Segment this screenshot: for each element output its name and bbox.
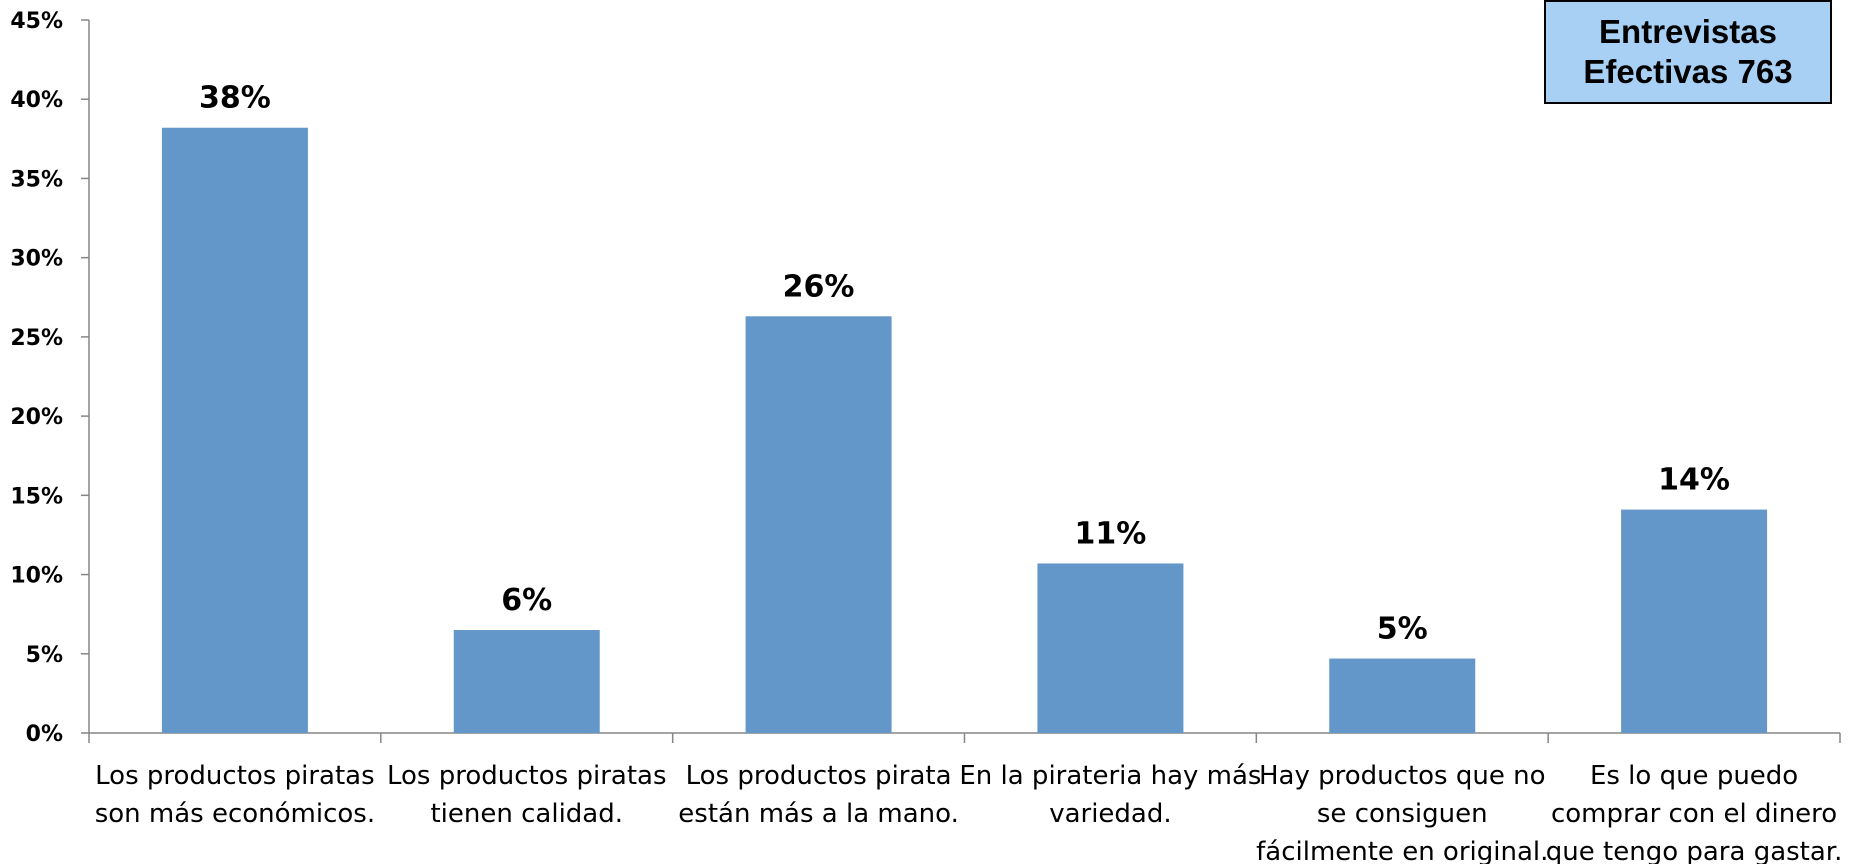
- y-tick-label: 20%: [10, 405, 63, 430]
- data-label: 5%: [1377, 612, 1428, 647]
- y-tick-label: 5%: [26, 643, 63, 668]
- bar: [1329, 658, 1476, 733]
- bar: [453, 630, 600, 733]
- y-tick-label: 10%: [10, 564, 63, 589]
- x-axis: [88, 732, 1841, 743]
- data-label: 38%: [199, 81, 271, 116]
- category-label: Los productos piratas tienen calidad.: [387, 761, 667, 829]
- bar: [1037, 563, 1184, 733]
- bar: [161, 127, 308, 733]
- category-label: Los productos piratas son más económicos.: [95, 761, 375, 829]
- category-labels: Los productos piratas son más económicos.…: [95, 761, 1843, 864]
- category-label: Los productos pirata están más a la mano.: [678, 761, 959, 829]
- interviews-stamp: Entrevistas Efectivas 763: [1544, 0, 1832, 104]
- data-label: 14%: [1658, 463, 1730, 498]
- y-tick-label: 35%: [10, 167, 63, 192]
- stamp-line-1: Entrevistas: [1599, 13, 1777, 50]
- bar: [745, 316, 892, 733]
- y-tick-label: 30%: [10, 247, 63, 272]
- category-label: Hay productos que no se consiguen fácilmen…: [1256, 761, 1548, 864]
- y-tick-label: 40%: [10, 88, 63, 113]
- category-label: En la pirateria hay más variedad.: [959, 761, 1261, 829]
- y-axis: 0% 5% 10% 15% 20% 25% 30% 35% 40% 45%: [10, 9, 90, 747]
- y-tick-label: 15%: [10, 484, 63, 509]
- bar: [1621, 509, 1768, 733]
- data-labels: 38% 6% 26% 11% 5% 14%: [199, 81, 1730, 647]
- data-label: 26%: [783, 269, 855, 304]
- y-tick-label: 45%: [10, 9, 63, 34]
- y-tick-label: 0%: [26, 722, 63, 747]
- data-label: 11%: [1075, 516, 1147, 551]
- category-label: Es lo que puedo comprar con el dinero que …: [1546, 761, 1843, 864]
- stamp-line-2: Efectivas 763: [1583, 53, 1793, 90]
- bars: [161, 127, 1768, 733]
- y-tick-label: 25%: [10, 326, 63, 351]
- data-label: 6%: [501, 583, 552, 618]
